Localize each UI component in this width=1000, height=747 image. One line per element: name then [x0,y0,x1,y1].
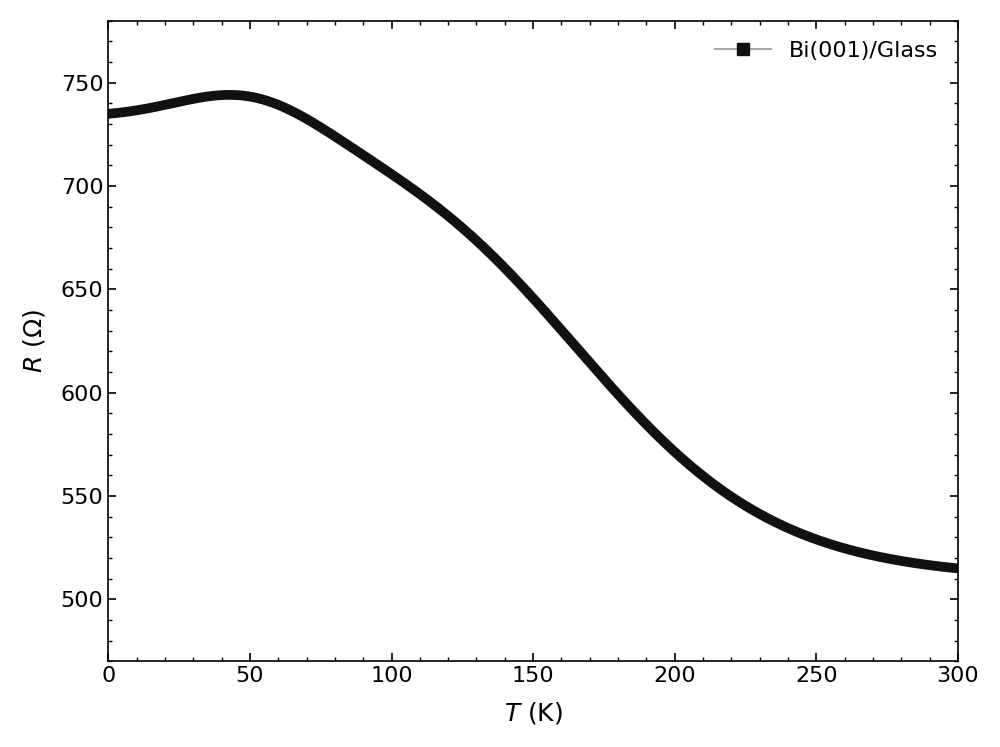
Bi(001)/Glass [952,564,964,573]
Bi(001)/Glass [736,499,748,508]
Bi(001)/Glass [612,390,624,399]
Bi(001)/Glass [102,109,114,118]
Bi(001)/Glass [223,90,235,99]
Y-axis label: $R$ (Ω): $R$ (Ω) [21,309,47,373]
Line: Bi(001)/Glass: Bi(001)/Glass [108,95,958,568]
Bi(001)/Glass [257,95,269,104]
Bi(001)/Glass [655,435,667,444]
Legend: Bi(001)/Glass: Bi(001)/Glass [706,32,947,69]
Bi(001)/Glass [427,199,439,208]
X-axis label: $T$ (K): $T$ (K) [504,700,563,726]
Bi(001)/Glass [801,531,813,540]
